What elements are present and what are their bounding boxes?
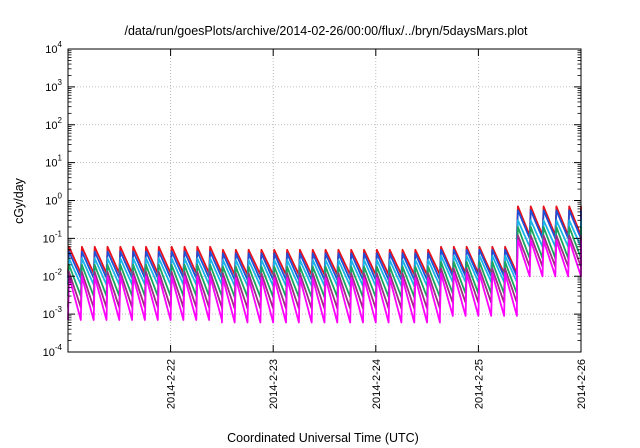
series-layer xyxy=(67,205,582,324)
y-tick-label: 104 xyxy=(45,40,62,56)
x-axis-label: Coordinated Universal Time (UTC) xyxy=(227,431,419,445)
x-tick-label: 2014-2-22 xyxy=(166,359,178,409)
series-line xyxy=(67,234,582,310)
y-tick-label: 100 xyxy=(45,192,62,208)
x-tick-label: 2014-2-23 xyxy=(268,359,280,409)
series-line xyxy=(67,209,582,281)
y-tick-label: 10-2 xyxy=(43,267,63,283)
x-tick-label: 2014-2-26 xyxy=(576,359,588,409)
chart-title: /data/run/goesPlots/archive/2014-02-26/0… xyxy=(124,24,528,38)
y-axis-label: cGy/day xyxy=(12,177,26,224)
series-line xyxy=(67,239,582,324)
series-line xyxy=(67,219,582,287)
y-tick-label: 103 xyxy=(45,78,62,94)
x-tick-label: 2014-2-24 xyxy=(371,359,383,409)
y-tick-label: 10-3 xyxy=(43,305,63,321)
y-tick-label: 10-4 xyxy=(43,343,63,359)
y-tick-label: 101 xyxy=(45,154,62,170)
y-tick-label: 102 xyxy=(45,116,62,132)
ticks-layer: 10-4 10-3 10-2 10-1 100 101 102 103 104 2014-2-22… xyxy=(43,40,588,409)
series-line xyxy=(67,226,582,299)
x-tick-label: 2014-2-25 xyxy=(473,359,485,409)
y-tick-label: 10-1 xyxy=(43,229,63,245)
series-line xyxy=(67,205,582,276)
